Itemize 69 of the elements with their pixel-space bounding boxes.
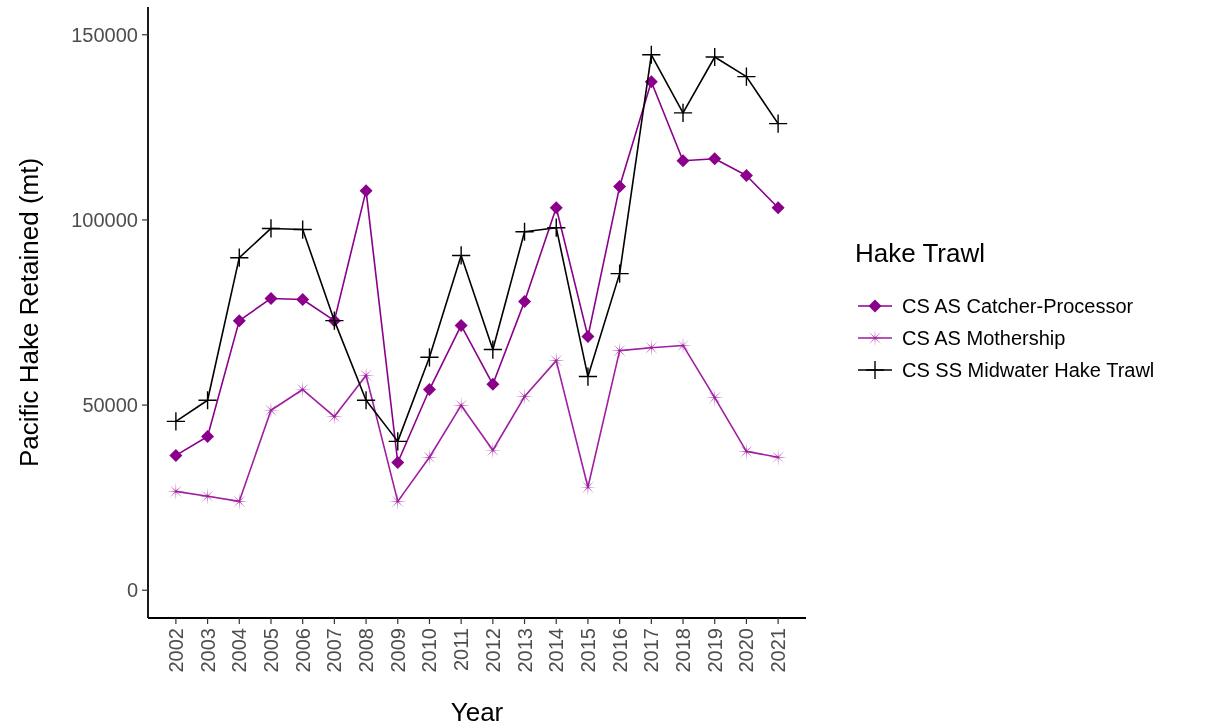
x-tick-label: 2020 [735,628,758,673]
point [169,448,183,462]
x-tick-label: 2013 [513,628,536,673]
point [422,383,436,397]
x-tick-label: 2004 [228,628,251,673]
point [166,411,186,432]
point [261,218,281,239]
x-axis-title: Year [450,697,504,727]
legend-label: CS AS Catcher-Processor [902,295,1134,317]
point [739,168,753,182]
point [704,47,725,67]
y-tick-label: 0 [126,579,138,602]
x-tick-label: 2010 [418,628,441,673]
y-tick-label: 50000 [82,394,138,417]
point [201,430,215,444]
legend-label: CS SS Midwater Hake Trawl [902,359,1155,381]
point [391,455,405,469]
point [264,291,278,305]
point [768,113,788,134]
y-tick-label: 150000 [71,23,138,46]
x-tick-label: 2003 [196,628,219,673]
x-tick-label: 2006 [291,628,314,673]
point [676,154,690,168]
point [296,293,310,307]
x-tick-label: 2005 [259,628,282,673]
point [708,152,722,166]
point [514,221,535,242]
point [613,180,627,194]
point [197,390,218,411]
x-tick-label: 2016 [608,628,631,673]
point [581,330,595,344]
x-tick-label: 2015 [576,628,599,673]
point [771,201,785,215]
point [641,44,662,65]
point [736,66,757,87]
legend-title: Hake Trawl [855,238,986,268]
point [515,387,534,406]
x-tick-label: 2017 [640,628,663,673]
x-tick-label: 2007 [323,628,346,673]
point [356,390,376,411]
point [549,201,563,215]
point [359,184,373,198]
point [419,347,440,368]
point [486,377,500,391]
point [454,318,468,332]
point [609,263,630,284]
point [232,314,246,328]
point [644,75,658,89]
x-tick-label: 2018 [672,628,695,673]
point [546,217,567,238]
point [483,339,503,360]
x-tick-label: 2019 [703,628,726,673]
x-tick-label: 2008 [355,628,378,673]
y-tick-label: 100000 [71,208,138,231]
x-tick-label: 2012 [481,628,504,673]
x-tick-label: 2021 [767,628,790,673]
point [292,219,313,240]
x-tick-label: 2009 [386,628,409,673]
point [451,245,471,266]
legend-label: CS AS Mothership [902,327,1066,349]
x-tick-label: 2011 [450,628,473,672]
x-tick-label: 2002 [164,628,187,673]
x-tick-label: 2014 [545,628,568,673]
point [673,103,693,123]
point [387,431,408,452]
point [518,294,532,308]
point [229,247,250,268]
point [578,366,598,387]
y-axis-title: Pacific Hake Retained (mt) [14,157,44,468]
